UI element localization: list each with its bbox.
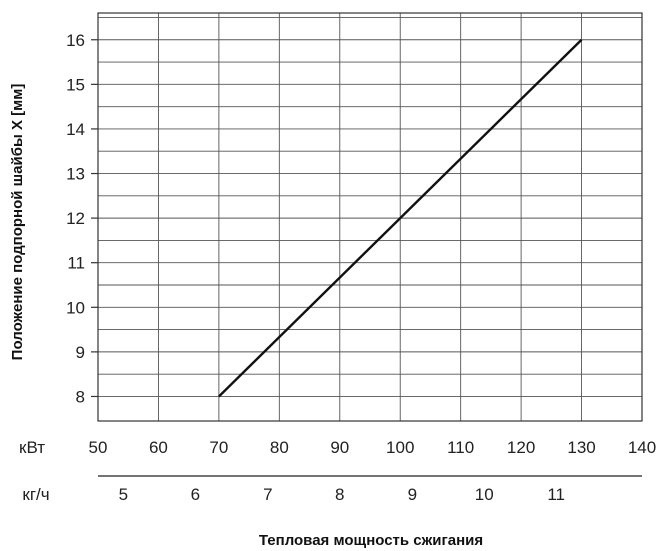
- y-tick-label: 16: [66, 31, 85, 50]
- x-tick-label: 50: [89, 438, 108, 457]
- x-tick-label: 60: [149, 438, 168, 457]
- plot-frame: [97, 12, 643, 422]
- x-tick-label: 70: [209, 438, 228, 457]
- y-tick-label: 8: [76, 387, 85, 406]
- y-tick-label: 15: [66, 75, 85, 94]
- y-axis-title: Положение подпорной шайбы X [мм]: [9, 84, 26, 361]
- secondary-tick-label: 6: [191, 485, 200, 504]
- x-tick-label: 140: [628, 438, 656, 457]
- x-tick-label: 120: [507, 438, 535, 457]
- secondary-tick-label: 5: [119, 485, 128, 504]
- secondary-tick-label: 9: [408, 485, 417, 504]
- secondary-tick-label: 11: [547, 485, 565, 504]
- y-tick-label: 14: [66, 120, 85, 139]
- y-tick-label: 13: [66, 165, 85, 184]
- x-tick-label: 80: [270, 438, 289, 457]
- secondary-tick-label: 8: [335, 485, 344, 504]
- x-tick-label: 110: [447, 438, 474, 457]
- series-line: [218, 38, 583, 398]
- grid: [98, 13, 642, 421]
- secondary-axis-unit: кг/ч: [22, 485, 49, 504]
- y-tick-labels: 8 9 10 11 12 13 14 15 16: [66, 31, 98, 406]
- secondary-tick-labels: 5 6 7 8 9 10 11: [119, 485, 565, 504]
- x-axis-title: Тепловая мощность сжигания: [259, 532, 483, 549]
- plot-border: [97, 12, 643, 422]
- x-tick-label: 90: [330, 438, 349, 457]
- x-axis-unit-kw: кВт: [19, 438, 45, 457]
- x-tick-label: 100: [386, 438, 414, 457]
- secondary-tick-label: 10: [475, 485, 494, 504]
- y-tick-label: 10: [66, 298, 85, 317]
- x-tick-labels: 50 60 70 80 90 100 110 120 130 140: [89, 438, 657, 457]
- y-tick-label: 9: [76, 343, 85, 362]
- y-tick-label: 11: [67, 254, 85, 273]
- y-tick-label: 12: [66, 209, 85, 228]
- x-tick-label: 130: [567, 438, 595, 457]
- secondary-tick-label: 7: [263, 485, 272, 504]
- series-layer: [218, 38, 583, 398]
